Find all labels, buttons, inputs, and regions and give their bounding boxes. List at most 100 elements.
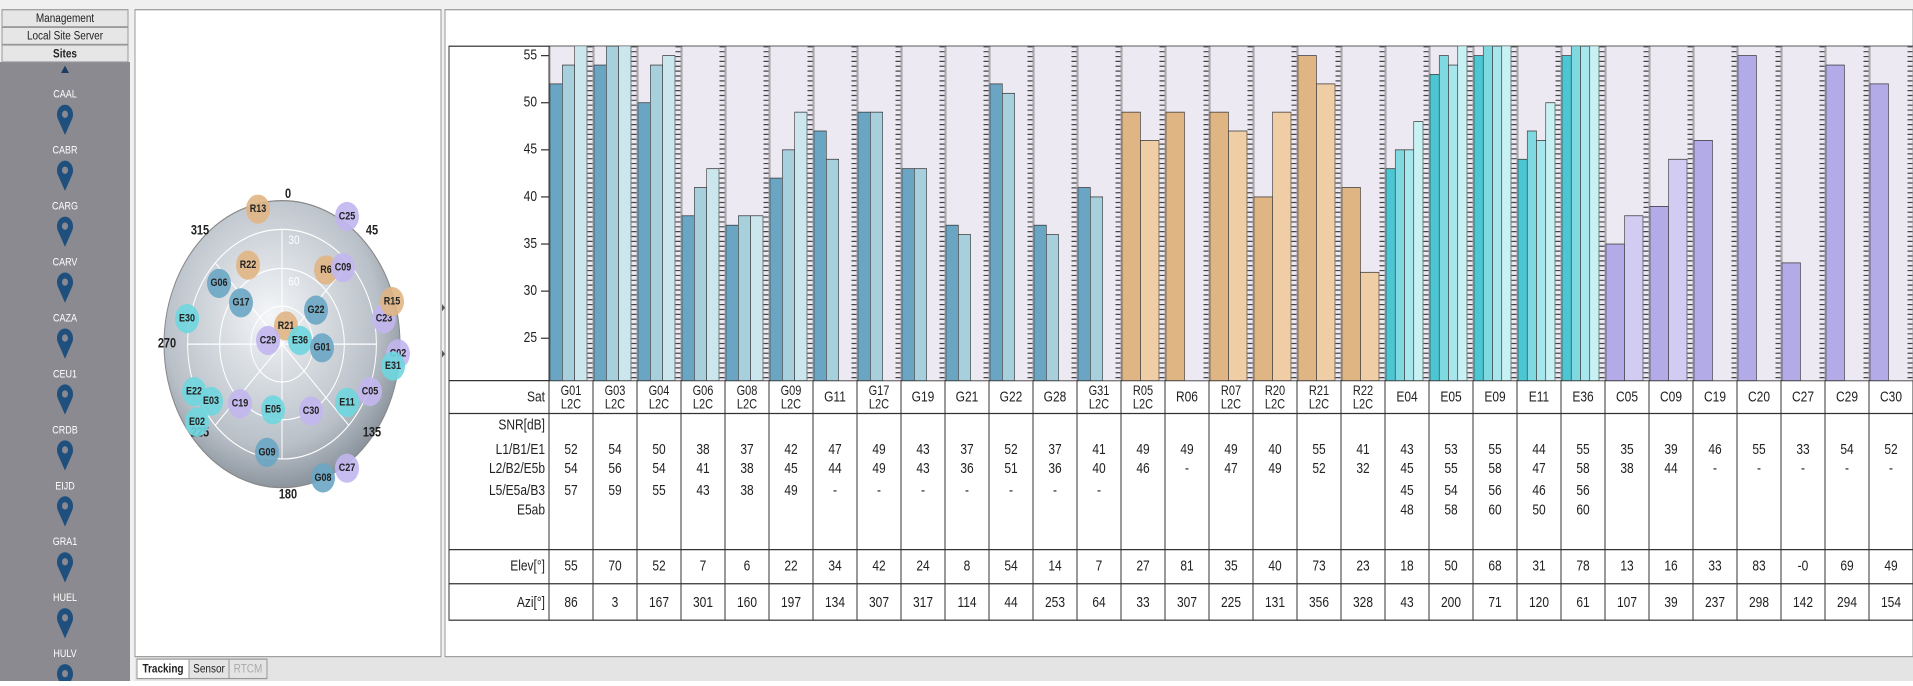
snr-value: 55 — [1576, 441, 1589, 457]
site-pin[interactable] — [57, 496, 73, 527]
snr-bar — [1033, 224, 1047, 381]
site-pin[interactable] — [57, 552, 73, 583]
azi-value: 71 — [1488, 594, 1501, 610]
azi-value: 307 — [1177, 594, 1197, 610]
snr-value: 50 — [1532, 501, 1545, 517]
elev-value: 31 — [1532, 557, 1545, 573]
site-label[interactable]: CAZA — [53, 313, 77, 325]
snr-value: - — [1889, 460, 1893, 476]
azi-value: 200 — [1441, 594, 1461, 610]
site-pin[interactable] — [57, 160, 73, 191]
elev-value: 35 — [1224, 557, 1237, 573]
snr-value: 37 — [960, 441, 973, 457]
snr-bar — [1781, 262, 1801, 381]
snr-value: - — [1185, 460, 1189, 476]
satellite — [199, 386, 223, 416]
satellite-label: E22 — [186, 386, 202, 398]
satellite-label: E11 — [339, 397, 355, 409]
site-pin[interactable] — [57, 272, 73, 303]
site-pin-hole — [62, 614, 68, 622]
snr-bar — [1473, 55, 1484, 381]
site-pin[interactable] — [57, 608, 73, 639]
snr-bar — [1825, 64, 1845, 381]
snr-value: 52 — [1884, 441, 1897, 457]
sat-name: G03 — [605, 383, 626, 398]
elev-value: 83 — [1752, 557, 1765, 573]
sidebar-button-label[interactable]: Sites — [53, 47, 77, 60]
sidebar-button-label[interactable]: Local Site Server — [27, 30, 103, 43]
snr-bar — [1605, 243, 1625, 381]
snr-bar — [1253, 196, 1273, 381]
direction-label: 135 — [363, 424, 382, 439]
elev-value: 24 — [916, 557, 930, 573]
snr-value: 49 — [872, 441, 885, 457]
row-label: L2/B2/E5b — [489, 460, 545, 476]
elev-value: 55 — [564, 557, 577, 573]
snr-value: 48 — [1400, 501, 1413, 517]
satellite — [246, 194, 270, 224]
tab-label[interactable]: Sensor — [193, 663, 225, 676]
satellite — [288, 325, 312, 356]
site-pin[interactable] — [57, 384, 73, 415]
satellite-label: C05 — [362, 386, 379, 398]
snr-value: 49 — [1180, 441, 1193, 457]
y-tick-label: 50 — [524, 93, 537, 109]
snr-bar — [857, 111, 871, 381]
snr-value: 33 — [1796, 441, 1809, 457]
satellite — [380, 286, 404, 317]
tab-label[interactable]: Tracking — [142, 663, 183, 676]
site-label[interactable]: HULV — [53, 648, 77, 660]
snr-bar — [1002, 92, 1015, 381]
azi-value: 154 — [1881, 594, 1902, 610]
site-label[interactable]: CAAL — [53, 89, 77, 101]
snr-value: - — [965, 482, 969, 498]
elev-value: 8 — [964, 557, 971, 573]
row-label: L1/B1/E1 — [496, 441, 545, 457]
scroll-up[interactable] — [61, 65, 69, 73]
snr-value: 45 — [1400, 460, 1413, 476]
snr-bar — [813, 130, 827, 381]
sidebar-button-label[interactable]: Management — [36, 12, 95, 25]
satellite-label: E03 — [203, 395, 219, 407]
site-label[interactable]: GRA1 — [53, 537, 78, 549]
satellite — [229, 288, 253, 318]
elev-value: 70 — [608, 557, 621, 573]
site-pin[interactable] — [57, 328, 73, 359]
satellite-label: R22 — [240, 259, 257, 271]
site-pin[interactable] — [57, 216, 73, 247]
site-label[interactable]: EIJD — [55, 481, 74, 493]
snr-bar — [1438, 55, 1449, 381]
site-label[interactable]: CEU1 — [53, 369, 77, 381]
site-label[interactable]: CABR — [53, 145, 78, 157]
site-pin-hole — [62, 334, 68, 342]
snr-value: 42 — [784, 441, 797, 457]
tab[interactable] — [228, 658, 268, 680]
site-label[interactable]: CARV — [53, 257, 78, 269]
sat-name: C19 — [1704, 388, 1726, 404]
site-label[interactable]: HUEL — [53, 592, 77, 604]
sat-name: R20 — [1265, 383, 1285, 398]
site-pin[interactable] — [57, 104, 73, 135]
snr-bar — [901, 168, 915, 381]
tab-label[interactable]: RTCM — [234, 663, 263, 676]
sat-name: G17 — [869, 383, 890, 398]
snr-value: 47 — [828, 441, 841, 457]
direction-label: 315 — [191, 223, 210, 238]
snr-value: 55 — [1752, 441, 1765, 457]
site-pin[interactable] — [57, 440, 73, 471]
satellite — [335, 387, 359, 418]
snr-value: 52 — [1312, 460, 1325, 476]
elev-value: 14 — [1048, 557, 1062, 573]
site-label[interactable]: CARG — [52, 201, 78, 213]
snr-value: 43 — [916, 460, 929, 476]
sidebar-button[interactable] — [1, 44, 129, 63]
azi-value: 142 — [1793, 594, 1813, 610]
elev-value: 78 — [1576, 557, 1589, 573]
snr-value: 58 — [1576, 460, 1589, 476]
snr-bar — [1668, 158, 1688, 381]
satellite-label: C29 — [260, 335, 277, 347]
snr-bar — [1517, 158, 1528, 381]
site-label[interactable]: CRDB — [52, 425, 78, 437]
snr-value: 56 — [1488, 482, 1501, 498]
snr-bar — [549, 83, 563, 381]
